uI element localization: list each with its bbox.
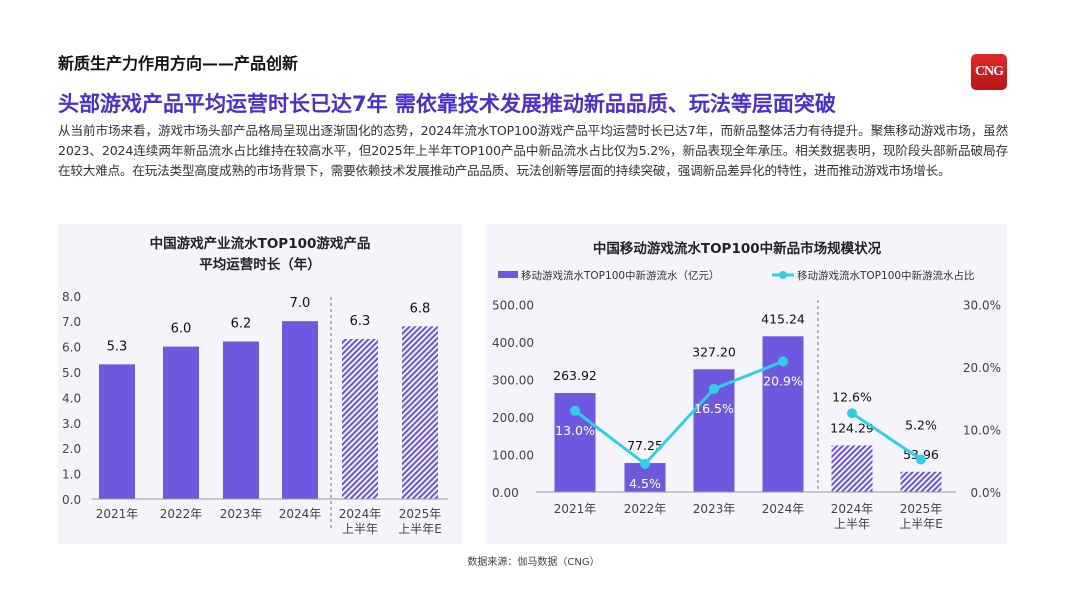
x-tick-label: 2022年 — [160, 507, 203, 521]
chart-panel-operating-duration: 中国游戏产业流水TOP100游戏产品 平均运营时长（年） 0.0 1.0 2.0 3.0 4… — [58, 224, 462, 544]
y-tick-label: 4.0 — [62, 391, 81, 405]
bar-1 — [99, 364, 135, 499]
y-left-tick-label: 300.00 — [492, 374, 534, 388]
y-left-tick-label: 0.00 — [492, 486, 519, 500]
share-point-3 — [709, 383, 719, 394]
x-tick-label: 2024年 — [339, 507, 382, 521]
y-tick-label: 0.0 — [62, 493, 81, 507]
legend-line-label: 移动游戏流水TOP100中新游流水占比 — [797, 269, 975, 282]
x-tick-label: 2025年 — [399, 507, 442, 521]
share-data-label: 4.5% — [629, 476, 661, 491]
bar-5 — [831, 445, 873, 492]
x-tick-label: 2023年 — [693, 502, 736, 516]
y-tick-label: 1.0 — [62, 468, 81, 482]
share-data-label: 16.5% — [694, 401, 734, 416]
x-tick-label: 2024年 — [762, 502, 805, 516]
y-tick-label: 8.0 — [62, 290, 81, 304]
section-title: 新质生产力作用方向——产品创新 — [58, 54, 299, 73]
share-point-6 — [916, 454, 926, 465]
chart-new-game-scale: 中国移动游戏流水TOP100中新品市场规模状况移动游戏流水TOP100中新游流水… — [492, 240, 1002, 531]
cng-logo: CNG — [971, 54, 1007, 90]
bar-6 — [900, 471, 942, 492]
share-data-label: 5.2% — [905, 418, 937, 433]
share-data-label: 20.9% — [763, 373, 803, 388]
data-label: 7.0 — [290, 296, 311, 311]
bar-data-label: 327.20 — [692, 344, 736, 359]
chart-panel-new-game-scale: 中国移动游戏流水TOP100中新品市场规模状况移动游戏流水TOP100中新游流水… — [486, 224, 1007, 544]
y-tick-label: 2.0 — [62, 442, 81, 456]
y-left-tick-label: 200.00 — [492, 411, 534, 425]
share-point-4 — [778, 356, 788, 367]
x-tick-label: 上半年 — [834, 517, 870, 531]
y-tick-label: 6.0 — [62, 341, 81, 355]
x-tick-label: 2021年 — [96, 507, 139, 521]
legend-line-marker — [779, 271, 787, 279]
headline: 头部游戏产品平均运营时长已达7年 需依靠技术发展推动新品品质、玩法等层面突破 — [58, 92, 836, 116]
chart-title: 中国移动游戏流水TOP100中新品市场规模状况 — [593, 240, 882, 257]
x-tick-label: 2023年 — [220, 507, 263, 521]
y-left-tick-label: 400.00 — [492, 336, 534, 350]
body-text: 从当前市场来看，游戏市场头部产品格局呈现出逐渐固化的态势，2024年流水TOP1… — [58, 123, 1008, 178]
chart-title: 中国游戏产业流水TOP100游戏产品 — [150, 235, 371, 252]
bar-data-label: 263.92 — [553, 368, 597, 383]
bar-5 — [342, 338, 378, 499]
y-tick-label: 7.0 — [62, 315, 81, 329]
bar-6 — [402, 326, 438, 499]
bar-data-label: 77.25 — [627, 438, 663, 453]
x-tick-label: 2024年 — [831, 502, 874, 516]
y-left-tick-label: 500.00 — [492, 299, 534, 313]
y-right-tick-label: 30.0% — [963, 299, 1001, 313]
data-label: 6.8 — [410, 301, 431, 316]
data-label: 6.2 — [231, 317, 252, 332]
data-label: 6.3 — [350, 314, 371, 329]
legend-bar-swatch — [498, 271, 518, 278]
y-tick-label: 3.0 — [62, 417, 81, 431]
bar-4 — [282, 321, 318, 499]
bar-data-label: 124.29 — [830, 420, 874, 435]
chart-title: 平均运营时长（年） — [199, 256, 321, 273]
legend-bar-label: 移动游戏流水TOP100中新游流水（亿元） — [521, 269, 720, 282]
share-point-5 — [847, 408, 857, 419]
share-point-2 — [640, 458, 650, 469]
bar-data-label: 415.24 — [761, 311, 805, 326]
bar-2 — [163, 346, 199, 499]
y-right-tick-label: 0.0% — [971, 486, 1002, 500]
x-tick-label: 上半年 — [342, 522, 378, 536]
data-label: 5.3 — [107, 339, 128, 354]
x-tick-label: 2024年 — [279, 507, 322, 521]
share-line-forecast — [851, 412, 922, 461]
y-right-tick-label: 20.0% — [963, 361, 1001, 375]
y-left-tick-label: 100.00 — [492, 449, 534, 463]
bar-3 — [223, 341, 259, 499]
x-tick-label: 2025年 — [900, 502, 943, 516]
y-right-tick-label: 10.0% — [963, 424, 1001, 438]
x-tick-label: 2021年 — [554, 502, 597, 516]
share-line — [574, 359, 784, 466]
x-tick-label: 上半年E — [899, 517, 943, 531]
bar-data-label: 53.96 — [903, 447, 939, 462]
x-tick-label: 上半年E — [398, 522, 442, 536]
data-label: 6.0 — [171, 322, 192, 337]
share-data-label: 12.6% — [832, 389, 872, 404]
x-tick-label: 2022年 — [624, 502, 667, 516]
share-point-1 — [570, 405, 580, 416]
data-source: 数据来源：伽马数据（CNG） — [467, 557, 600, 568]
y-tick-label: 5.0 — [62, 366, 81, 380]
share-data-label: 13.0% — [555, 423, 595, 438]
